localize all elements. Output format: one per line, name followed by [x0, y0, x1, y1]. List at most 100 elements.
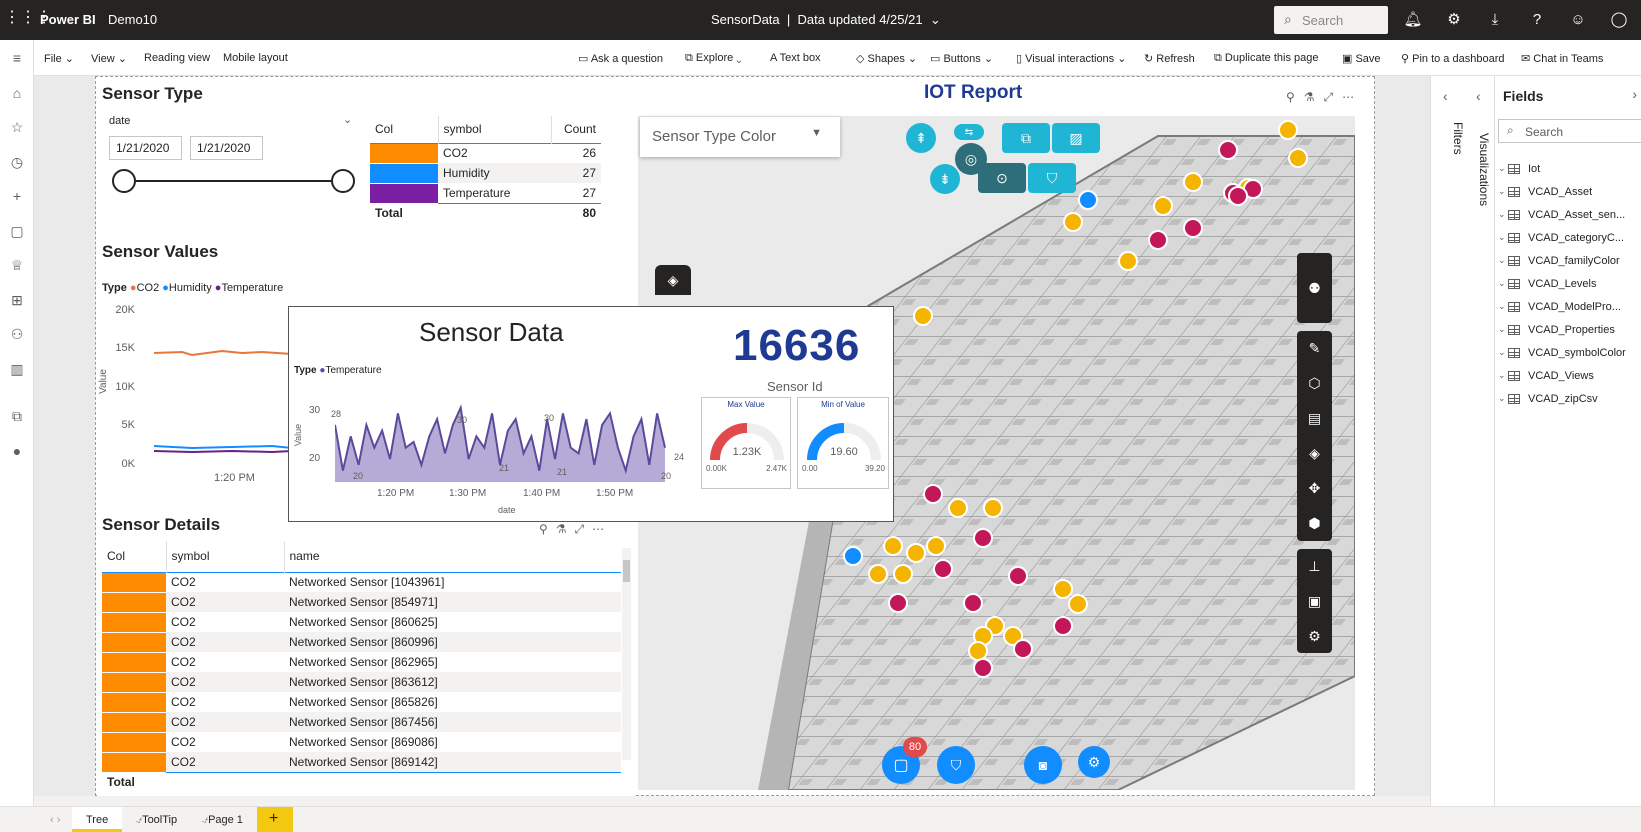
refresh-button[interactable]: ↻ Refresh: [1144, 52, 1195, 65]
legend-humidity[interactable]: Humidity: [168, 282, 212, 294]
visual-interactions-menu[interactable]: ▯ Visual interactions ⌄: [1016, 53, 1127, 65]
filter-icon[interactable]: ⛉: [1028, 163, 1076, 193]
select-region-icon[interactable]: ⧉: [1002, 123, 1050, 153]
chevron-down-icon[interactable]: ⌄: [1498, 209, 1506, 219]
sensor-marker[interactable]: [1003, 626, 1023, 646]
table-row[interactable]: Humidity 27: [370, 163, 601, 184]
duplicate-page-button[interactable]: ⧉ Duplicate this page: [1214, 52, 1318, 65]
settings-gear-icon[interactable]: ⚙: [1447, 11, 1461, 28]
home-icon[interactable]: ⌂: [12, 85, 22, 101]
bim-3d-viewer[interactable]: [638, 116, 1355, 790]
field-table-item[interactable]: ⌄ VCAD_symbolColor: [1498, 347, 1626, 359]
explode-icon[interactable]: ✥: [1308, 480, 1321, 496]
header-name[interactable]: name: [283, 541, 621, 572]
legend-co2[interactable]: CO2: [136, 282, 160, 294]
learn-book-icon[interactable]: ▥: [10, 361, 24, 377]
table-row[interactable]: CO2 26: [370, 143, 601, 164]
shared-people-icon[interactable]: ⚇: [10, 326, 24, 342]
sensor-marker[interactable]: [1278, 120, 1298, 140]
table-row[interactable]: CO2 Networked Sensor [863612]: [102, 672, 621, 693]
workspaces-icon[interactable]: ⧉: [12, 408, 22, 424]
chevron-down-icon[interactable]: ⌄: [1498, 163, 1506, 173]
buttons-menu[interactable]: ▭ Buttons ⌄: [930, 53, 994, 65]
table-row[interactable]: Temperature 27: [370, 183, 601, 204]
global-search-input[interactable]: ⌕ Search: [1274, 6, 1388, 34]
sensor-marker[interactable]: [1148, 230, 1168, 250]
sensor-marker[interactable]: [973, 528, 993, 548]
save-button[interactable]: ▣ Save: [1342, 52, 1381, 65]
table-row[interactable]: CO2 Networked Sensor [860625]: [102, 612, 621, 633]
field-table-item[interactable]: ⌄ VCAD_familyColor: [1498, 255, 1620, 267]
level-up-icon[interactable]: ⇞: [906, 123, 936, 153]
tab-tooltip[interactable]: ⍻ToolTip: [122, 807, 191, 832]
sensor-marker[interactable]: [963, 593, 983, 613]
sensor-marker[interactable]: [933, 559, 953, 579]
chat-teams-button[interactable]: ✉ Chat in Teams: [1521, 52, 1603, 65]
settings-gear-icon[interactable]: ⚙: [1308, 627, 1321, 644]
viewer-settings-icon[interactable]: ⚙: [1078, 746, 1110, 778]
person-camera-icon[interactable]: ⚉: [1297, 253, 1332, 323]
ask-question-button[interactable]: ▭ Ask a question: [578, 52, 663, 65]
app-launcher-icon[interactable]: ⋮⋮⋮: [4, 9, 52, 26]
table-row[interactable]: CO2 Networked Sensor [869142]: [102, 752, 621, 773]
header-col[interactable]: Col: [375, 122, 394, 137]
notifications-icon[interactable]: 🔔︎: [1403, 11, 1423, 28]
field-table-item[interactable]: ⌄ VCAD_zipCsv: [1498, 393, 1598, 405]
create-plus-icon[interactable]: +: [12, 188, 22, 204]
filters-label[interactable]: Filters: [1451, 122, 1465, 155]
sensor-marker[interactable]: [983, 498, 1003, 518]
field-table-item[interactable]: ⌄ VCAD_ModelPro...: [1498, 301, 1621, 313]
chevron-left-icon[interactable]: ‹: [1476, 88, 1481, 104]
chevron-down-icon[interactable]: ⌄: [1498, 393, 1506, 403]
tab-page-1[interactable]: ⍻Page 1: [188, 807, 257, 832]
header-symbol[interactable]: symbol: [437, 116, 551, 143]
hamburger-menu-icon[interactable]: ≡: [12, 50, 22, 66]
chevron-down-icon[interactable]: ⌄: [1498, 278, 1506, 288]
chevron-left-icon[interactable]: ‹: [1443, 88, 1448, 104]
sensor-marker[interactable]: [1063, 212, 1083, 232]
table-row[interactable]: CO2 Networked Sensor [865826]: [102, 692, 621, 713]
hatch-pattern-icon[interactable]: ▨: [1052, 123, 1100, 153]
scrollbar-thumb[interactable]: [623, 560, 630, 582]
filters-pane-collapsed[interactable]: ‹ Filters: [1430, 76, 1470, 806]
sensor-marker[interactable]: [1183, 172, 1203, 192]
visualizations-pane-collapsed[interactable]: ‹ Visualizations: [1470, 76, 1494, 806]
fields-search-input[interactable]: ⌕ Search: [1498, 119, 1641, 143]
chevron-down-icon[interactable]: ⌄: [1498, 255, 1506, 265]
table-row[interactable]: CO2 Networked Sensor [869086]: [102, 732, 621, 753]
sensor-marker[interactable]: [1288, 148, 1308, 168]
feedback-smiley-icon[interactable]: ☺: [1570, 11, 1586, 28]
chevron-down-icon[interactable]: ⌄: [1498, 324, 1506, 334]
sensor-marker[interactable]: [923, 484, 943, 504]
tab-tree[interactable]: Tree: [72, 807, 123, 832]
sensor-type-color-dropdown[interactable]: Sensor Type Color ▼: [640, 117, 840, 157]
sensor-marker[interactable]: [893, 564, 913, 584]
sensor-marker[interactable]: [1053, 616, 1073, 636]
field-table-item[interactable]: ⌄ VCAD_Asset: [1498, 186, 1592, 198]
sensor-marker[interactable]: [1008, 566, 1028, 586]
table-row[interactable]: CO2 Networked Sensor [862965]: [102, 652, 621, 673]
sensor-marker[interactable]: [1218, 140, 1238, 160]
sensor-marker[interactable]: [1118, 251, 1138, 271]
field-table-item[interactable]: ⌄ VCAD_categoryC...: [1498, 232, 1624, 244]
section-box-icon[interactable]: ⬡: [1308, 375, 1321, 391]
field-table-item[interactable]: ⌄ VCAD_Levels: [1498, 278, 1596, 290]
record-icon[interactable]: ⊙: [978, 163, 1026, 193]
sensor-marker[interactable]: [948, 498, 968, 518]
date-slider-end-handle[interactable]: [331, 169, 355, 193]
pin-dashboard-button[interactable]: ⚲ Pin to a dashboard: [1401, 52, 1504, 65]
sensor-marker[interactable]: [1183, 218, 1203, 238]
sensor-marker[interactable]: [843, 546, 863, 566]
report-title-bar[interactable]: SensorData | Data updated 4/25/21 ⌄: [711, 12, 941, 28]
recent-clock-icon[interactable]: ◷: [10, 154, 24, 170]
visualizations-label[interactable]: Visualizations: [1477, 133, 1491, 207]
level-down-icon[interactable]: ⇟: [930, 164, 960, 194]
focus-target-icon[interactable]: ◎: [955, 143, 987, 175]
legend-temperature[interactable]: Temperature: [221, 282, 284, 294]
cube-icon[interactable]: ⬢: [1308, 515, 1321, 531]
header-count[interactable]: Count: [550, 116, 601, 143]
sensor-marker[interactable]: [888, 593, 908, 613]
chevron-down-icon[interactable]: ⌄: [343, 114, 353, 126]
navigate-arrows-icon[interactable]: ⇆: [954, 124, 984, 140]
chevron-down-icon[interactable]: ⌄: [1498, 301, 1506, 311]
